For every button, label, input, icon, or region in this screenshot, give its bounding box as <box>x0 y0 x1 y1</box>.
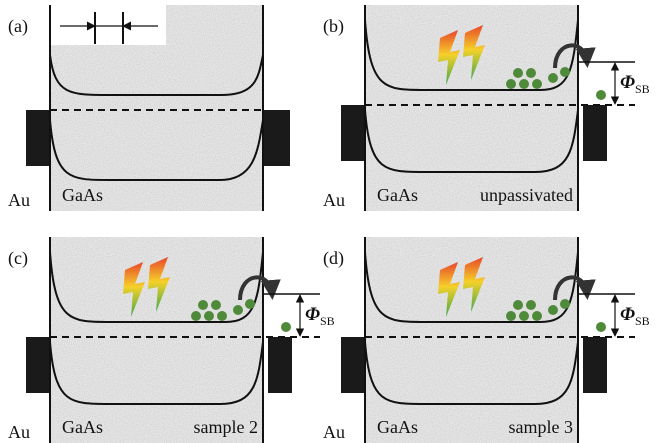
electron <box>204 311 214 321</box>
electron <box>526 68 536 78</box>
electron <box>596 322 606 332</box>
metal-contact <box>268 337 292 393</box>
metal-contact <box>341 337 366 393</box>
electron <box>233 305 243 315</box>
panel-label: (d) <box>323 248 344 269</box>
metal-contact <box>26 337 51 393</box>
electron <box>506 311 516 321</box>
metal-label: Au <box>8 190 30 210</box>
semiconductor-label: GaAs <box>62 185 103 205</box>
metal-label: Au <box>323 422 345 442</box>
electron <box>548 73 558 83</box>
electron <box>211 300 221 310</box>
barrier-symbol: Φ <box>305 304 320 325</box>
electron <box>519 79 529 89</box>
semiconductor-label: GaAs <box>377 185 418 205</box>
electron <box>560 299 570 309</box>
panel-label: (b) <box>323 16 344 37</box>
electron <box>281 322 291 332</box>
barrier-height: ΦSB <box>305 304 335 328</box>
metal-contact <box>341 105 366 161</box>
electron <box>519 311 529 321</box>
electron <box>560 67 570 77</box>
electron <box>217 311 227 321</box>
barrier-height: ΦSB <box>620 304 650 328</box>
electron <box>191 311 201 321</box>
electron <box>198 300 208 310</box>
electron <box>526 300 536 310</box>
electron <box>532 311 542 321</box>
panel-label: (a) <box>8 16 28 37</box>
panel: ΦSB (c) Au GaAs sample 2 <box>8 237 335 443</box>
semiconductor-label: GaAs <box>62 417 103 437</box>
sample-label: unpassivated <box>480 185 573 205</box>
figure: (a)AuGaAsΦSB(b)AuGaAsunpassivatedΦSB(c)A… <box>0 0 657 443</box>
metal-label: Au <box>8 422 30 442</box>
metal-contact <box>26 110 51 166</box>
panel-label: (c) <box>8 248 28 269</box>
sample-label: sample 2 <box>194 417 259 437</box>
barrier-height: ΦSB <box>620 72 650 96</box>
barrier-subscript: SB <box>635 82 650 96</box>
electron <box>506 79 516 89</box>
electron <box>513 300 523 310</box>
barrier-symbol: Φ <box>620 304 635 325</box>
inset <box>51 5 166 45</box>
electron <box>245 299 255 309</box>
barrier-subscript: SB <box>635 314 650 328</box>
metal-contact <box>583 105 607 161</box>
metal-contact <box>583 337 607 393</box>
barrier-symbol: Φ <box>620 72 635 93</box>
barrier-subscript: SB <box>320 314 335 328</box>
electron <box>513 68 523 78</box>
electron <box>596 90 606 100</box>
electron <box>548 305 558 315</box>
electron <box>532 79 542 89</box>
semiconductor-label: GaAs <box>377 417 418 437</box>
metal-contact <box>263 110 290 166</box>
sample-label: sample 3 <box>509 417 574 437</box>
metal-label: Au <box>323 190 345 210</box>
panel: (a) Au GaAs <box>8 5 290 211</box>
panel: ΦSB (b) Au GaAs unpassivated <box>323 5 650 211</box>
